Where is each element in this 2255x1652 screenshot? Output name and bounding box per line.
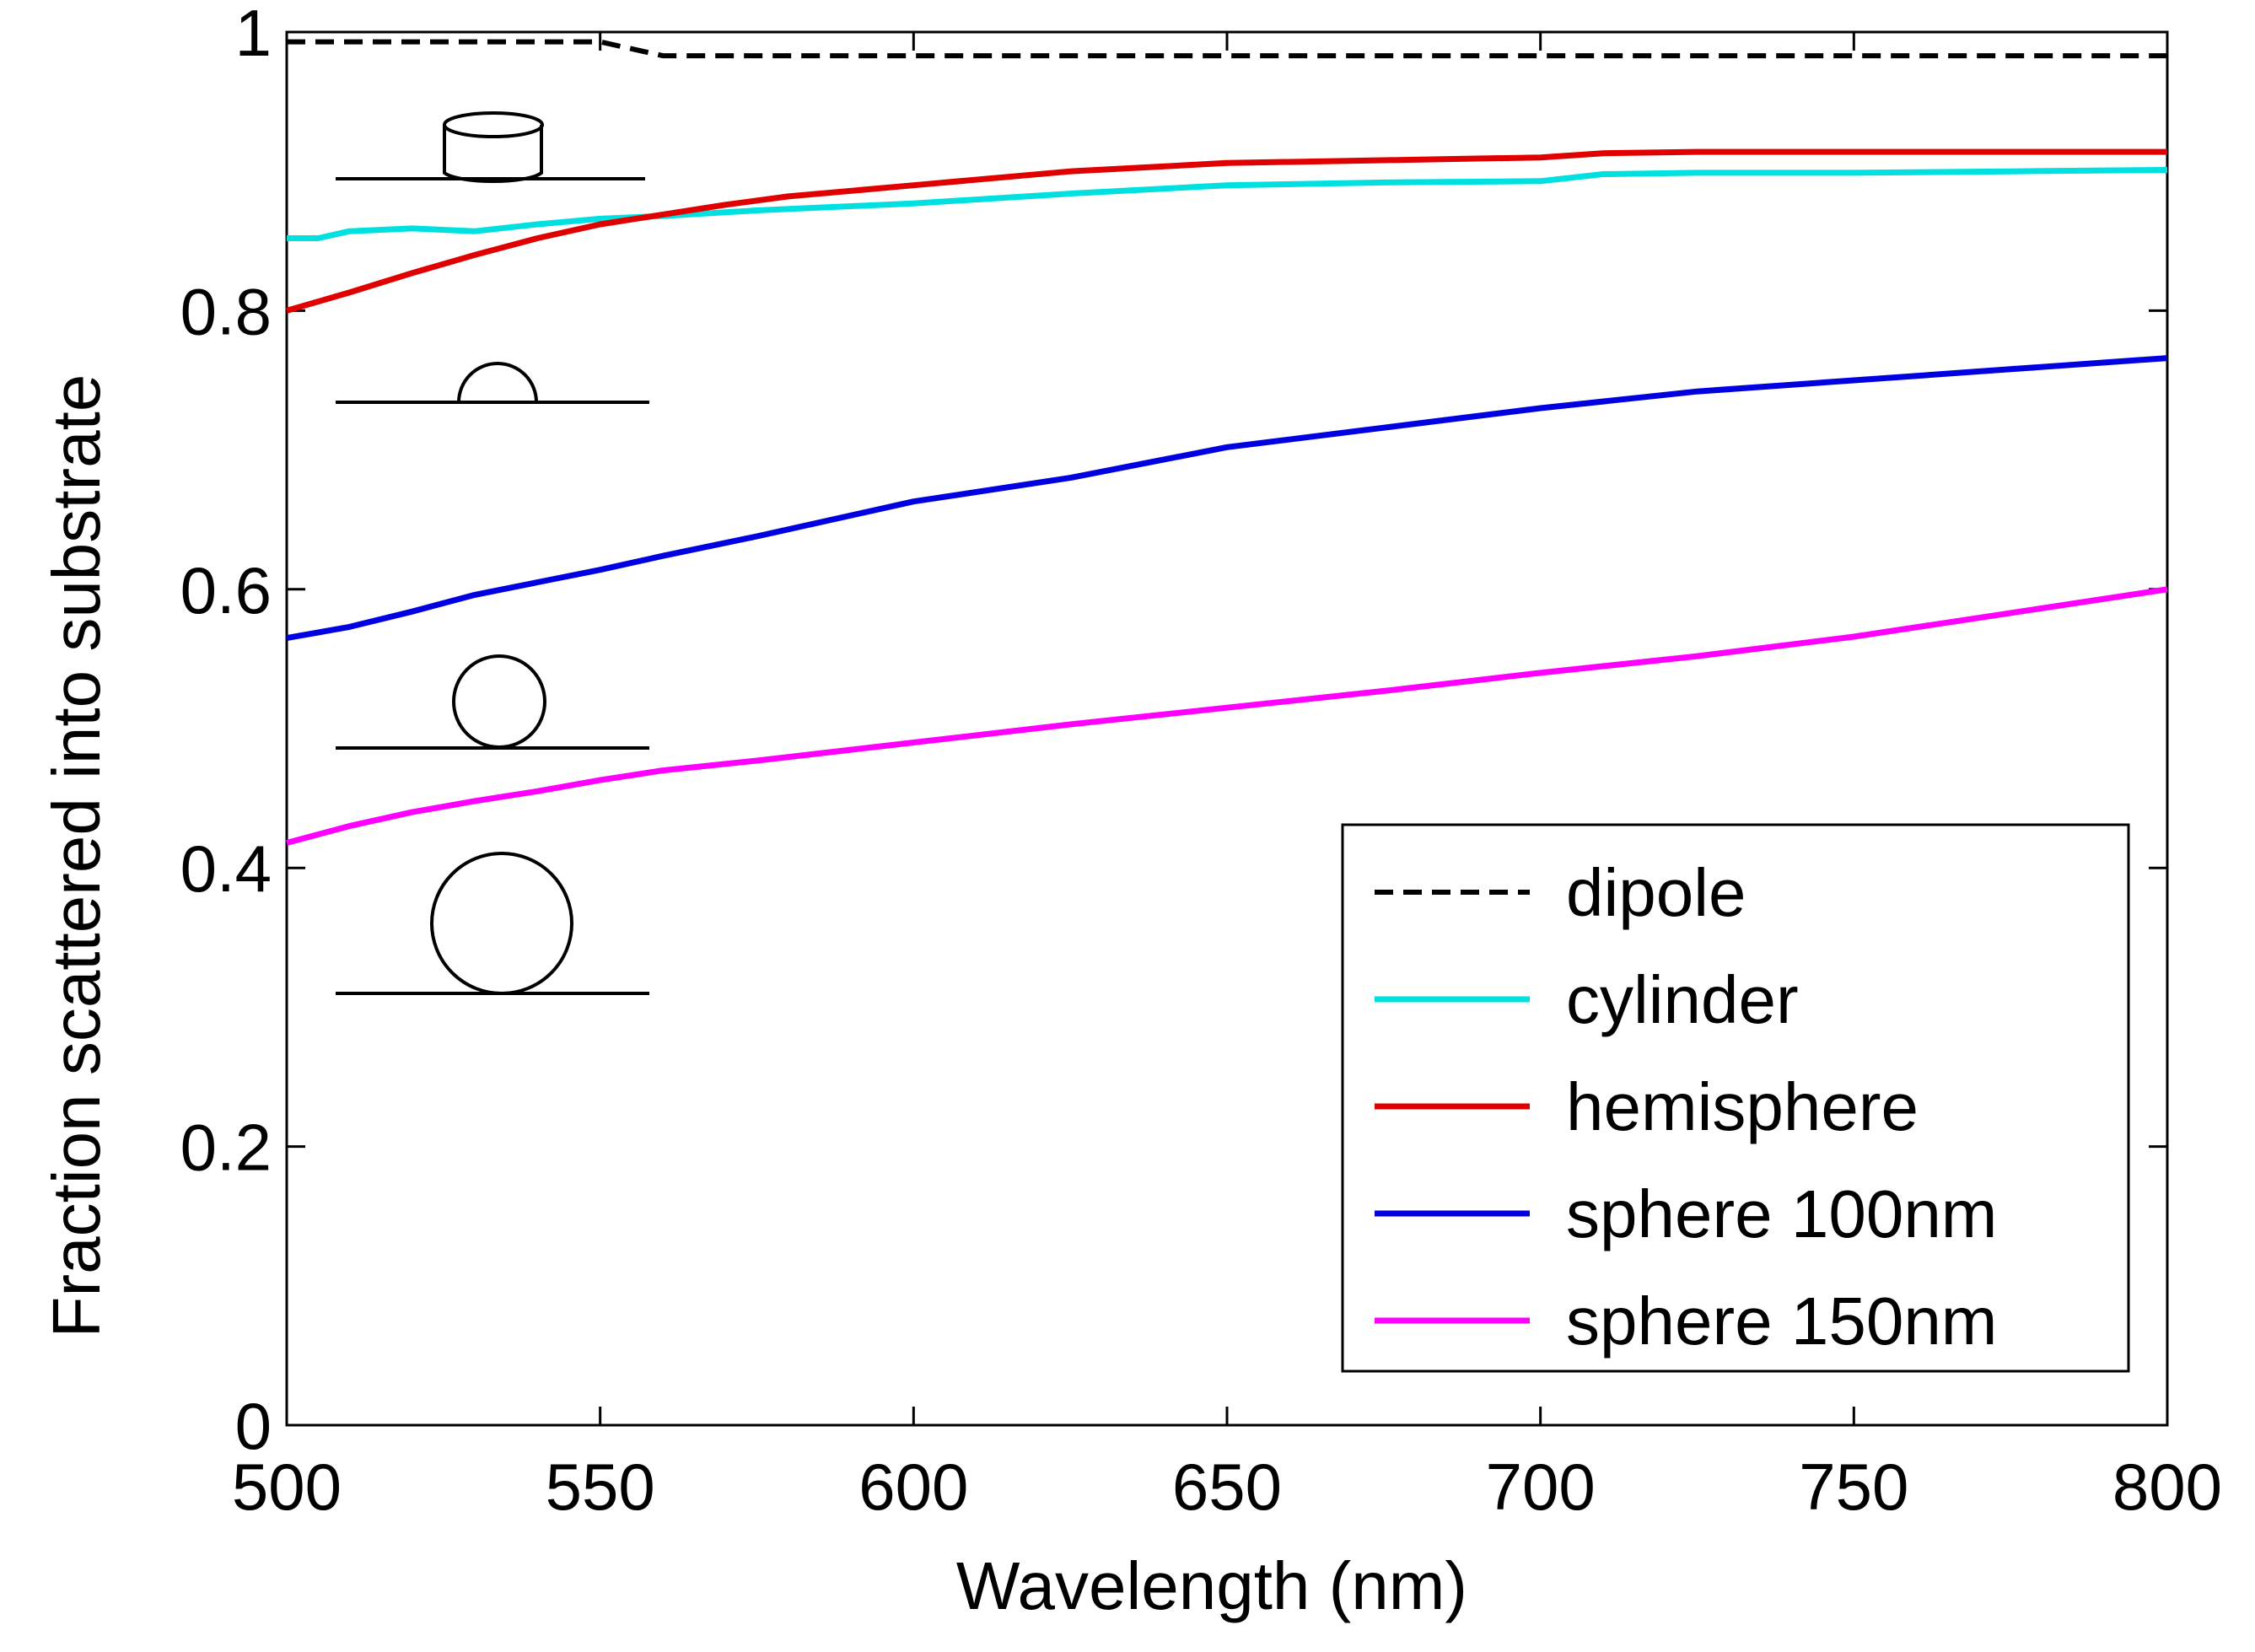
hemisphere-shape bbox=[457, 362, 538, 403]
y-tick-label: 0.2 bbox=[180, 1111, 272, 1185]
legend-label: cylinder bbox=[1566, 962, 1799, 1037]
legend-label: sphere 100nm bbox=[1566, 1176, 1997, 1251]
x-tick-label: 800 bbox=[2112, 1450, 2222, 1524]
large-sphere-shape bbox=[430, 852, 573, 995]
sphere-shape bbox=[452, 654, 546, 749]
cylinder-body bbox=[443, 125, 543, 184]
legend: dipole cylinder hemisphere sphere 100nm sphe… bbox=[1341, 823, 2130, 1373]
x-axis-title: Wavelength (nm) bbox=[956, 1548, 1467, 1623]
x-tick-label: 750 bbox=[1799, 1450, 1908, 1524]
hemisphere-inset bbox=[336, 362, 649, 404]
x-tick-label: 700 bbox=[1486, 1450, 1596, 1524]
legend-label: sphere 150nm bbox=[1566, 1283, 1997, 1359]
y-tick-label: 0.8 bbox=[180, 274, 272, 348]
x-tick-label: 550 bbox=[546, 1450, 655, 1524]
sphere-inset bbox=[336, 654, 649, 750]
series-layer bbox=[286, 39, 2168, 846]
legend-box bbox=[1341, 823, 2130, 1373]
series-line-dipole bbox=[287, 39, 2167, 59]
axes-layer: 500 550 600 650 700 750 800 0 0.2 0.4 0.6 0.8 1 bbox=[180, 0, 2223, 1524]
y-axis-title: Fraction scattered into substrate bbox=[39, 374, 114, 1338]
y-tick-label: 0.4 bbox=[180, 831, 272, 906]
legend-label: dipole bbox=[1566, 855, 1746, 930]
y-tick-label: 0 bbox=[235, 1389, 272, 1463]
series-line-cylinder bbox=[287, 167, 2168, 241]
x-tick-label: 500 bbox=[232, 1450, 342, 1524]
y-tick-label: 1 bbox=[235, 0, 272, 70]
cylinder-top bbox=[443, 111, 544, 138]
particle-insets bbox=[336, 111, 649, 995]
x-tick-label: 600 bbox=[858, 1450, 968, 1524]
x-tick-label: 650 bbox=[1172, 1450, 1282, 1524]
y-tick-label: 0.6 bbox=[180, 553, 272, 627]
series-line-sphere-100nm bbox=[286, 355, 2168, 642]
legend-label: hemisphere bbox=[1566, 1069, 1919, 1144]
series-line-hemisphere bbox=[286, 148, 2167, 314]
large-sphere-inset bbox=[336, 852, 649, 995]
cylinder-inset bbox=[336, 111, 645, 184]
series-line-sphere-150nm bbox=[286, 586, 2168, 846]
